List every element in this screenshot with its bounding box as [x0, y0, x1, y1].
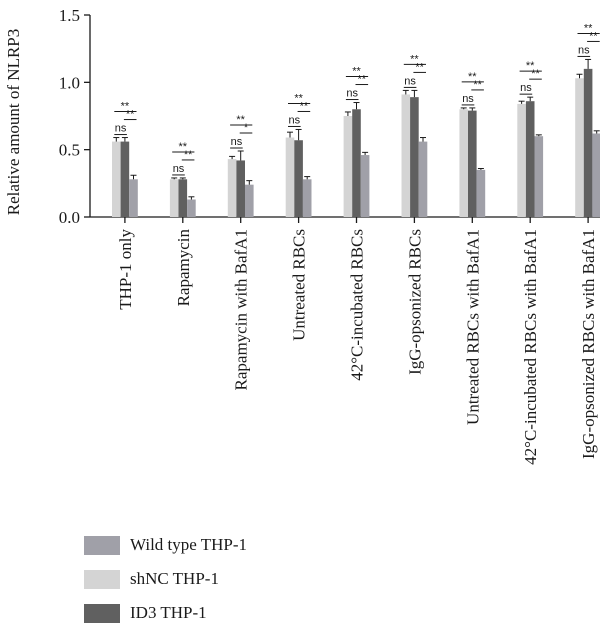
inner-sig-label: ** — [415, 61, 424, 73]
inner-sig-label: ** — [589, 30, 598, 42]
x-category-label: THP-1 only — [116, 229, 135, 310]
bar — [592, 133, 600, 217]
outer-sig-label: ** — [526, 60, 535, 72]
chart-bars — [112, 58, 600, 217]
x-category-label: Untreated RBCs — [290, 229, 309, 341]
y-tick-label: 1.0 — [59, 73, 80, 92]
legend-label: ID3 THP-1 — [130, 603, 207, 622]
y-tick-label: 1.5 — [59, 6, 80, 25]
legend-label: shNC THP-1 — [130, 569, 219, 588]
bar — [401, 94, 411, 217]
outer-sig-label: ** — [294, 92, 303, 104]
ns-label: ns — [520, 82, 532, 94]
outer-sig-label: ** — [584, 22, 593, 34]
ns-label: ns — [462, 93, 474, 105]
bar — [112, 141, 121, 217]
x-category-label: 42°C-incubated RBCs with BafA1 — [521, 229, 540, 465]
inner-sig-label: ** — [126, 109, 135, 121]
bar — [236, 160, 245, 217]
bar — [410, 97, 419, 217]
bar — [360, 155, 370, 217]
bar — [459, 109, 468, 217]
bar — [285, 137, 295, 217]
legend-item-id3: ID3 THP-1 — [84, 596, 247, 630]
legend-item-shnc: shNC THP-1 — [84, 562, 247, 596]
bar — [534, 136, 544, 217]
bar — [302, 179, 312, 217]
outer-sig-label: ** — [352, 66, 361, 78]
legend-swatch — [84, 603, 120, 623]
x-category-label: IgG-opsonized RBCs with BafA1 — [579, 229, 598, 459]
bar — [517, 103, 526, 217]
outer-sig-label: ** — [179, 141, 188, 153]
x-category-label: Rapamycin — [174, 229, 193, 307]
outer-sig-label: ** — [236, 114, 245, 126]
bar — [169, 179, 179, 217]
legend-swatch — [84, 569, 120, 589]
inner-sig-label: ** — [184, 149, 193, 161]
bar — [129, 179, 138, 217]
legend-label: Wild type THP-1 — [130, 535, 248, 554]
y-tick-label: 0.5 — [59, 141, 80, 160]
ns-label: ns — [288, 114, 300, 126]
ns-label: ns — [578, 44, 590, 56]
significance-annotations: ns****ns**** ns*** ns**** ns****ns****ns***… — [114, 22, 600, 176]
bar — [187, 199, 196, 217]
inner-sig-label: ** — [531, 68, 540, 80]
bar-chart: ns****ns**** ns*** ns**** ns****ns****ns***… — [4, 6, 600, 465]
bar — [227, 159, 237, 217]
x-category-label: Untreated RBCs with BafA1 — [463, 229, 482, 425]
outer-sig-label: ** — [121, 101, 130, 113]
inner-sig-label: ** — [473, 79, 482, 91]
bar — [583, 68, 593, 217]
outer-sig-label: ** — [410, 53, 419, 65]
inner-sig-label: ** — [300, 100, 309, 112]
bar — [468, 110, 477, 217]
legend-swatch — [84, 535, 120, 555]
bar — [575, 78, 584, 217]
x-category-label: Rapamycin with BafA1 — [232, 229, 251, 390]
ns-label: ns — [404, 75, 416, 87]
chart-labels: 0.0 0.5 1.0 1.5 Relative amount of NLRP3 THP-… — [4, 6, 598, 465]
y-axis-label: Relative amount of NLRP3 — [4, 29, 23, 216]
inner-sig-label: * — [244, 122, 249, 134]
y-tick-label: 0.0 — [59, 208, 80, 227]
ns-label: ns — [115, 123, 127, 135]
outer-sig-label: ** — [468, 71, 477, 83]
ns-label: ns — [346, 88, 358, 100]
x-category-label: 42°C-incubated RBCs — [348, 229, 367, 381]
bar — [352, 109, 361, 217]
bar — [178, 179, 188, 217]
bar — [343, 116, 353, 217]
legend-item-wild-type: Wild type THP-1 — [84, 528, 247, 562]
bar — [418, 141, 428, 217]
inner-sig-label: ** — [358, 74, 367, 86]
bar — [525, 101, 535, 217]
bar — [294, 140, 303, 217]
bar — [245, 184, 254, 217]
bar — [476, 169, 486, 217]
bar — [120, 141, 130, 217]
ns-label: ns — [231, 136, 243, 148]
ns-label: ns — [173, 163, 185, 175]
legend: Wild type THP-1 shNC THP-1 ID3 THP-1 — [84, 528, 247, 630]
x-category-label: IgG-opsonized RBCs — [405, 229, 424, 375]
